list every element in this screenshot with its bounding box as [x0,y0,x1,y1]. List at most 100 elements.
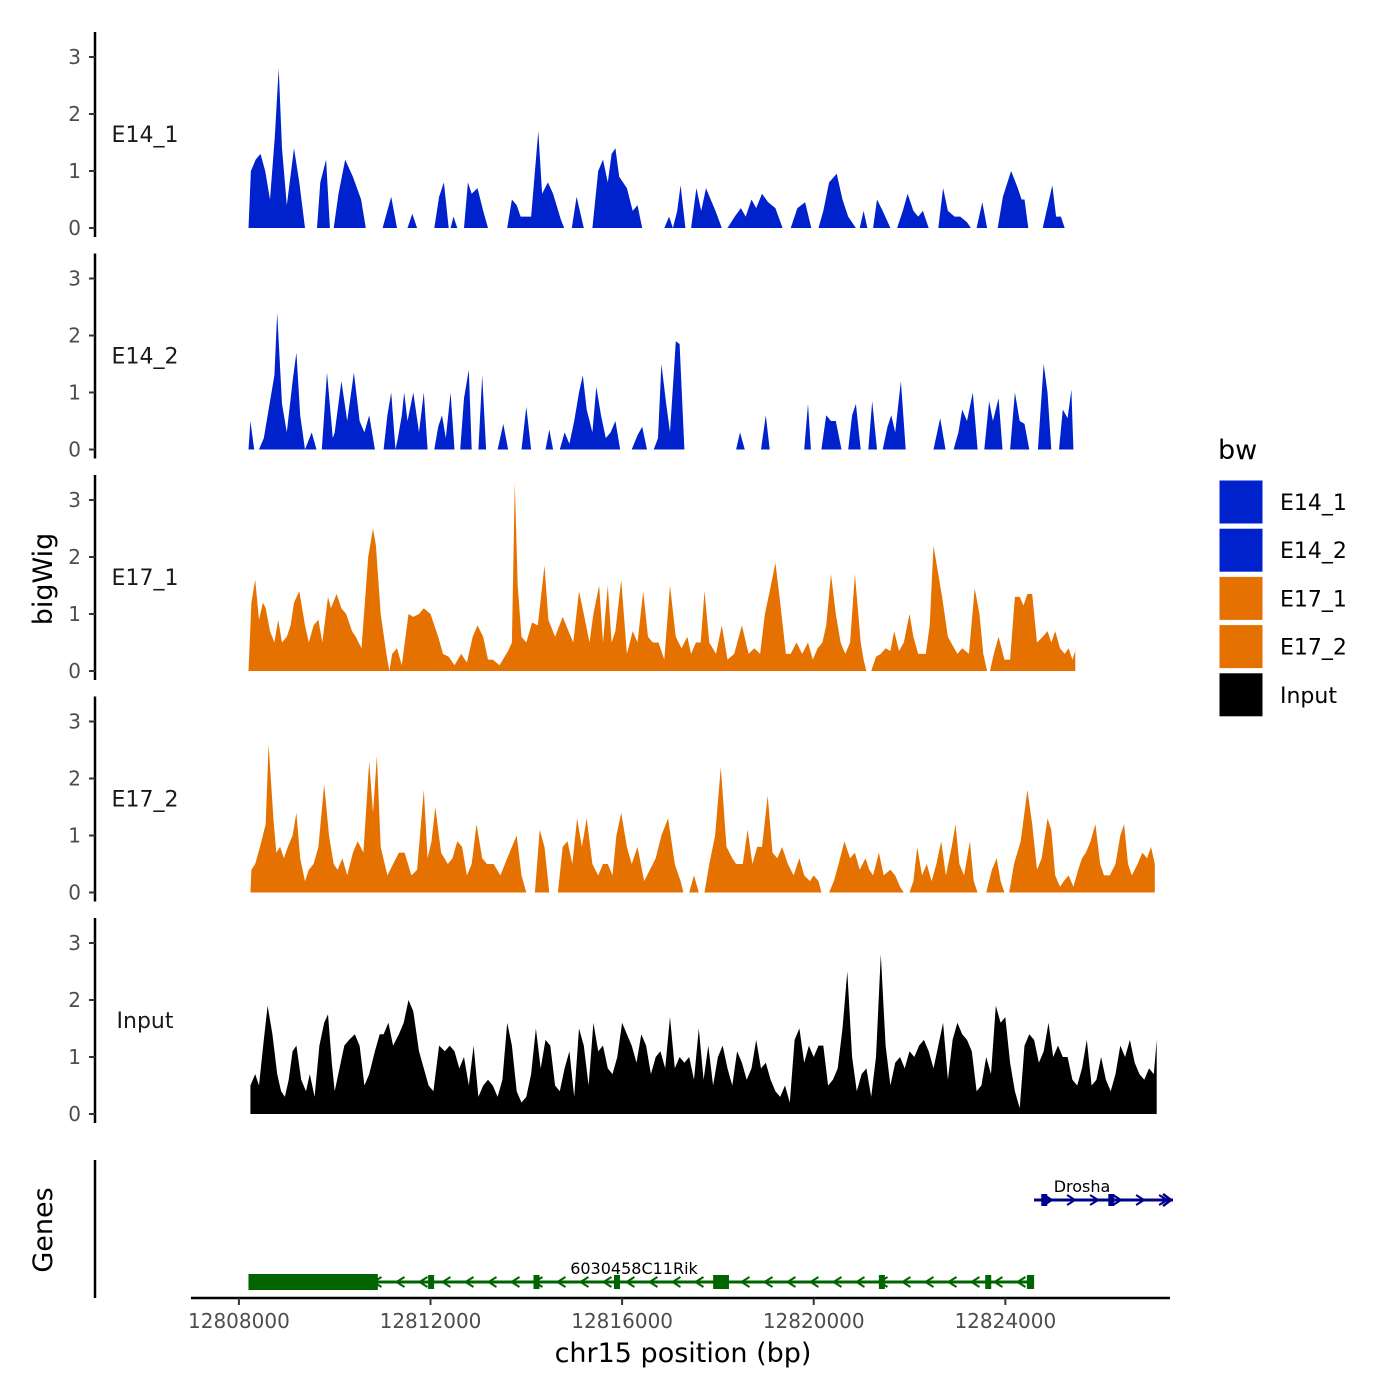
exon [1108,1194,1115,1206]
strand-arrow [578,1276,590,1288]
x-tick-label: 12820000 [763,1309,865,1333]
strand-arrow [785,1276,797,1288]
track-label: E17_1 [112,566,179,591]
exon [713,1275,729,1289]
strand-arrow [969,1276,981,1288]
strand-arrow [739,1276,751,1288]
strand-arrow [601,1276,613,1288]
gene-label: 6030458C11Rik [570,1259,698,1278]
y-tick-label: 1 [68,1045,81,1069]
legend-label: E17_2 [1280,636,1347,661]
y-tick-label: 0 [68,881,81,905]
strand-arrow [624,1276,636,1288]
y-tick-label: 0 [68,1102,81,1126]
strand-arrow [394,1276,406,1288]
y-tick-label: 0 [68,216,81,240]
legend-label: E14_1 [1280,491,1347,516]
y-tick-label: 2 [68,988,81,1012]
exon [533,1275,540,1289]
y-tick-label: 2 [68,767,81,791]
strand-arrow [946,1276,958,1288]
strand-arrow [693,1276,705,1288]
x-tick-label: 12824000 [954,1309,1056,1333]
gene-Drosha: Drosha [1034,1177,1174,1207]
strand-arrow [854,1276,866,1288]
legend: bw E14_1 E14_2 E17_1 E17_2 Input [1218,435,1347,718]
legend-label: E17_1 [1280,587,1347,612]
strand-arrow [555,1276,567,1288]
exon [613,1275,620,1289]
track-Input: 0 1 2 3 Input [68,918,1157,1126]
x-tick-label: 12812000 [380,1309,482,1333]
legend-swatch [1218,479,1264,525]
y-tick-label: 1 [68,824,81,848]
legend-title: bw [1218,435,1257,466]
strand-arrow [1089,1194,1100,1206]
strand-arrow [509,1276,521,1288]
strand-arrow [1158,1194,1169,1206]
gene-label: Drosha [1054,1177,1111,1196]
strand-arrow [1112,1194,1123,1206]
genes-track: 6030458C11Rik Drosha [93,1160,1174,1298]
strand-arrow [440,1276,452,1288]
y-tick-label: 0 [68,438,81,462]
y-axis-title: bigWig [28,533,59,626]
strand-arrow [417,1276,429,1288]
legend-label: E14_2 [1280,539,1347,564]
y-tick-label: 2 [68,324,81,348]
signal-area-E14_2 [248,312,1074,450]
strand-arrow [831,1276,843,1288]
track-label: E14_2 [112,345,179,370]
y-tick-label: 3 [68,488,81,512]
signal-area-E14_1 [248,68,1074,229]
strand-arrow [923,1276,935,1288]
legend-label: Input [1280,684,1337,709]
track-E14_1: 0 1 2 3 E14_1 [68,32,1074,240]
exon [248,1274,378,1290]
y-tick-label: 3 [68,931,81,955]
exon [878,1275,885,1289]
y-tick-label: 3 [68,267,81,291]
gene-6030458C11Rik: 6030458C11Rik [248,1259,1035,1290]
strand-arrow [1015,1276,1027,1288]
strand-arrow [992,1276,1004,1288]
exon [428,1275,435,1289]
strand-arrow [1066,1194,1077,1206]
y-tick-label: 1 [68,159,81,183]
legend-swatch [1218,624,1264,670]
exon [985,1275,992,1289]
y-tick-label: 3 [68,710,81,734]
track-label: E17_2 [112,788,179,813]
strand-arrow [1135,1194,1146,1206]
x-tick-label: 12816000 [571,1309,673,1333]
track-label: E14_1 [112,123,179,148]
signal-area-Input [250,954,1157,1114]
x-axis: 12808000 12812000 12816000 12820000 12824000 [188,1296,1170,1333]
legend-swatch [1218,575,1264,621]
strand-arrow [647,1276,659,1288]
strand-arrow [762,1276,774,1288]
track-E17_2: 0 1 2 3 E17_2 [68,696,1155,905]
track-E14_2: 0 1 2 3 E14_2 [68,253,1074,462]
strand-arrow [463,1276,475,1288]
x-axis-title: chr15 position (bp) [555,1338,812,1369]
legend-swatch [1218,527,1264,573]
strand-arrow [1162,1193,1174,1207]
y-tick-label: 1 [68,602,81,626]
signal-area-E17_2 [250,744,1155,893]
y-tick-label: 2 [68,102,81,126]
y-tick-label: 0 [68,659,81,683]
strand-arrow [486,1276,498,1288]
signal-area-E17_1 [248,482,1076,671]
exon [1041,1194,1048,1206]
track-E17_1: 0 1 2 3 E17_1 [68,475,1076,683]
genes-track-label: Genes [28,1187,59,1272]
strand-arrow [670,1276,682,1288]
signal-tracks: 0 1 2 3 E14_1 0 1 2 3 E14_2 0 1 2 3 E17_1 0 1 2 3 E17_2 0 1 2 3… [68,32,1157,1126]
y-tick-label: 2 [68,545,81,569]
strand-arrow [808,1276,820,1288]
track-label: Input [117,1009,174,1034]
x-tick-label: 12808000 [188,1309,290,1333]
legend-swatch [1218,672,1264,718]
